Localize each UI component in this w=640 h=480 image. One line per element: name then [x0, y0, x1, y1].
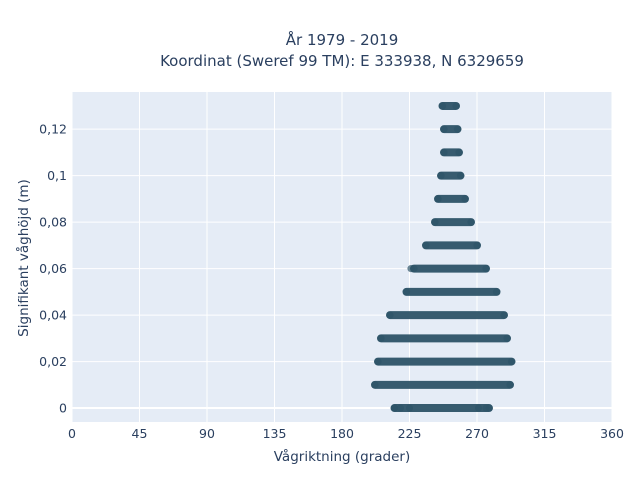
data-point [506, 381, 514, 389]
data-point [500, 311, 508, 319]
y-tick-label: 0 [59, 401, 67, 416]
x-tick-labels: 0 45 90 135 180 225 270 315 360 [68, 426, 624, 441]
chart-title-line2: Koordinat (Sweref 99 TM): E 333938, N 63… [160, 52, 524, 70]
x-tick-label: 45 [132, 426, 148, 441]
data-point [402, 288, 411, 296]
x-tick-label: 225 [398, 426, 422, 441]
x-tick-label: 135 [263, 426, 287, 441]
data-point [492, 288, 501, 296]
x-tick-label: 315 [533, 426, 557, 441]
data-point [386, 311, 394, 319]
x-tick-label: 90 [199, 426, 215, 441]
data-point [437, 172, 445, 180]
data-point [431, 218, 439, 226]
data-point [455, 148, 463, 157]
y-tick-labels: 0 0,02 0,04 0,06 0,08 0,1 0,12 [39, 122, 67, 416]
y-tick-label: 0,12 [39, 122, 67, 137]
data-point [507, 357, 516, 366]
x-tick-label: 180 [330, 426, 354, 441]
data-point [473, 241, 481, 249]
x-tick-label: 0 [68, 426, 76, 441]
data-point [482, 265, 490, 273]
data-point [407, 265, 415, 273]
data-point [482, 404, 490, 412]
data-points [371, 101, 516, 413]
data-point [467, 218, 475, 226]
data-point [374, 357, 382, 366]
data-point [438, 102, 447, 110]
x-tick-label: 360 [600, 426, 624, 441]
data-point [440, 125, 448, 133]
y-tick-label: 0,1 [47, 168, 67, 183]
y-tick-label: 0,08 [39, 215, 67, 230]
data-point [440, 148, 448, 157]
data-point [452, 102, 460, 110]
data-point [405, 404, 414, 412]
data-point [474, 404, 483, 412]
data-point [371, 381, 379, 389]
data-point [503, 334, 511, 342]
y-tick-label: 0,02 [39, 354, 67, 369]
data-point [456, 172, 465, 180]
y-axis-title: Signifikant våghöjd (m) [15, 179, 32, 337]
data-point [377, 334, 385, 342]
data-point [434, 195, 442, 203]
y-tick-label: 0,04 [39, 308, 67, 323]
data-point [390, 404, 399, 412]
data-point [396, 404, 405, 412]
x-tick-label: 270 [465, 426, 489, 441]
y-tick-label: 0,06 [39, 261, 67, 276]
chart-title-line1: År 1979 - 2019 [286, 30, 399, 49]
x-axis-title: Vågriktning (grader) [274, 448, 411, 465]
data-point [453, 125, 462, 133]
data-point [461, 195, 469, 203]
data-point [422, 241, 430, 249]
grid-lines [71, 92, 613, 422]
